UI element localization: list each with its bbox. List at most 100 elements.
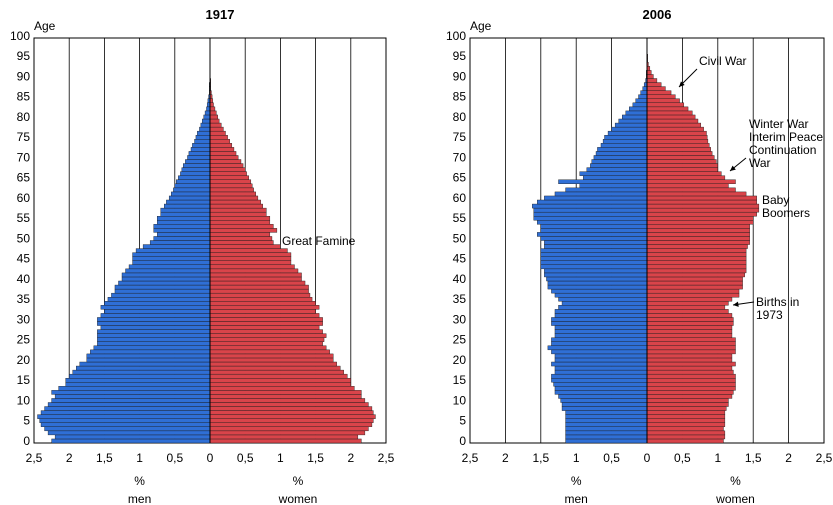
bar-women-age-34 <box>646 301 729 306</box>
y-tick-label: 35 <box>17 292 31 306</box>
bar-men-age-80 <box>622 114 648 120</box>
y-tick-label: 95 <box>17 49 31 63</box>
bar-men-age-71 <box>595 151 648 156</box>
bar-men-age-66 <box>579 171 648 176</box>
y-tick-label: 75 <box>453 130 467 144</box>
bar-women-age-60 <box>209 195 259 201</box>
bar-men-age-43 <box>540 264 648 270</box>
bar-women-age-59 <box>209 199 261 205</box>
y-tick-label: 60 <box>453 191 467 205</box>
y-tick-label: 80 <box>17 110 31 124</box>
bar-women-age-50 <box>209 236 273 241</box>
bar-women-age-40 <box>646 276 743 282</box>
x-tick-label-left: 0,5 <box>166 451 183 465</box>
bar-women-age-69 <box>209 159 242 164</box>
bar-women-age-88 <box>646 82 662 87</box>
bar-women-age-38 <box>209 284 309 290</box>
y-tick-label: 75 <box>17 130 31 144</box>
bar-women-age-41 <box>209 272 302 278</box>
bar-men-age-26 <box>97 333 211 338</box>
bar-men-age-64 <box>558 179 648 185</box>
bar-men-age-17 <box>72 369 211 375</box>
bar-women-age-53 <box>646 224 750 229</box>
y-tick-label: 40 <box>453 272 467 286</box>
bar-men-age-50 <box>153 236 211 241</box>
bar-women-age-73 <box>646 143 710 148</box>
bar-men-age-55 <box>533 215 648 221</box>
bar-women-age-16 <box>209 373 348 379</box>
bar-men-age-74 <box>602 139 648 144</box>
bar-men-age-0 <box>565 438 648 444</box>
bar-women-age-4 <box>209 422 373 428</box>
bar-women-age-58 <box>646 203 760 209</box>
bar-men-age-20 <box>86 357 211 363</box>
bar-men-age-58 <box>532 203 648 209</box>
bar-men-age-4 <box>40 422 211 428</box>
bar-women-age-28 <box>646 325 733 330</box>
bar-men-age-49 <box>544 240 648 245</box>
y-tick-label: 25 <box>17 333 31 347</box>
bar-men-age-42 <box>125 268 211 274</box>
bar-men-age-2 <box>47 430 211 436</box>
annotation-arrow-head <box>733 301 739 307</box>
bar-men-age-13 <box>554 386 648 391</box>
bar-men-age-8 <box>44 406 211 411</box>
bar-women-age-81 <box>646 110 693 116</box>
bar-men-age-23 <box>93 345 211 351</box>
bar-women-age-63 <box>646 183 729 189</box>
bar-men-age-72 <box>597 147 648 152</box>
bar-women-age-70 <box>209 155 239 160</box>
bar-men-age-29 <box>97 321 211 326</box>
bar-women-age-36 <box>209 292 311 298</box>
bar-women-age-4 <box>646 422 726 428</box>
label-men: % men <box>128 474 151 505</box>
bar-women-age-85 <box>646 94 676 99</box>
bar-women-age-77 <box>209 126 224 132</box>
bar-men-age-55 <box>156 215 211 221</box>
bar-men-age-31 <box>100 313 211 318</box>
bar-women-age-51 <box>209 232 271 237</box>
bar-women-age-90 <box>646 74 654 79</box>
y-tick-label: 0 <box>459 434 466 448</box>
bar-men-age-19 <box>551 361 648 367</box>
bar-men-age-46 <box>540 252 648 257</box>
x-tick-label-right: 2 <box>347 451 354 465</box>
bar-women-age-27 <box>209 329 323 334</box>
bar-women-age-24 <box>209 341 323 347</box>
bar-women-age-79 <box>209 118 220 124</box>
bar-men-age-25 <box>551 337 648 342</box>
bar-women-age-55 <box>209 215 271 221</box>
bar-men-age-44 <box>132 260 211 266</box>
y-tick-label: 65 <box>453 171 467 185</box>
bar-women-age-77 <box>646 126 704 132</box>
bar-women-age-45 <box>209 256 292 261</box>
y-tick-label: 100 <box>446 29 466 43</box>
y-tick-label: 85 <box>17 90 31 104</box>
bar-men-age-4 <box>565 422 648 428</box>
y-tick-label: 5 <box>459 414 466 428</box>
bar-women-age-11 <box>209 394 362 399</box>
bar-women-age-5 <box>209 418 374 423</box>
bar-women-age-37 <box>646 288 740 294</box>
bar-women-age-9 <box>646 402 729 407</box>
bar-men-age-33 <box>558 305 648 310</box>
bar-men-age-18 <box>76 365 211 371</box>
bar-men-age-3 <box>44 426 211 432</box>
bar-men-age-21 <box>86 353 211 359</box>
bar-women-age-72 <box>646 147 711 152</box>
bar-women-age-31 <box>646 313 733 318</box>
bar-men-age-34 <box>104 301 211 306</box>
bar-women-age-83 <box>209 102 214 108</box>
bar-women-age-65 <box>209 175 249 180</box>
bar-women-age-25 <box>646 337 736 342</box>
bar-men-age-54 <box>537 220 648 225</box>
bar-men-age-40 <box>121 276 211 282</box>
bar-women-age-52 <box>646 228 750 233</box>
bar-women-age-75 <box>209 134 228 140</box>
y-tick-label: 70 <box>453 150 467 164</box>
bar-men-age-19 <box>79 361 211 367</box>
y-tick-label: 100 <box>10 29 30 43</box>
bar-men-age-12 <box>554 390 648 395</box>
bar-women-age-49 <box>646 240 750 245</box>
